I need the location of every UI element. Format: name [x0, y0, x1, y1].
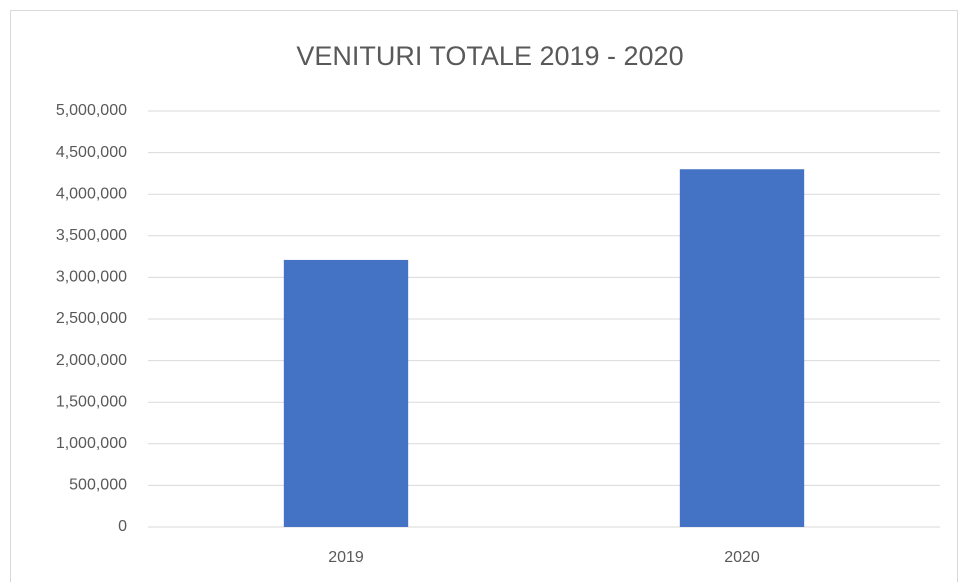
- x-tick-label: 2020: [724, 549, 760, 566]
- x-tick-label: 2019: [328, 549, 364, 566]
- y-tick-label: 500,000: [69, 477, 127, 494]
- bar: [283, 259, 409, 527]
- y-tick-label: 3,000,000: [56, 269, 127, 286]
- y-tick-label: 1,500,000: [56, 393, 127, 410]
- y-tick-label: 4,000,000: [56, 185, 127, 202]
- chart-border: [10, 10, 958, 582]
- chart-title: VENITURI TOTALE 2019 - 2020: [296, 41, 683, 71]
- bar: [679, 169, 805, 528]
- y-tick-label: 2,000,000: [56, 352, 127, 369]
- y-tick-label: 4,500,000: [56, 144, 127, 161]
- y-tick-label: 3,500,000: [56, 227, 127, 244]
- y-tick-label: 2,500,000: [56, 310, 127, 327]
- y-tick-label: 1,000,000: [56, 435, 127, 452]
- y-tick-label: 5,000,000: [56, 102, 127, 119]
- y-tick-label: 0: [118, 518, 127, 535]
